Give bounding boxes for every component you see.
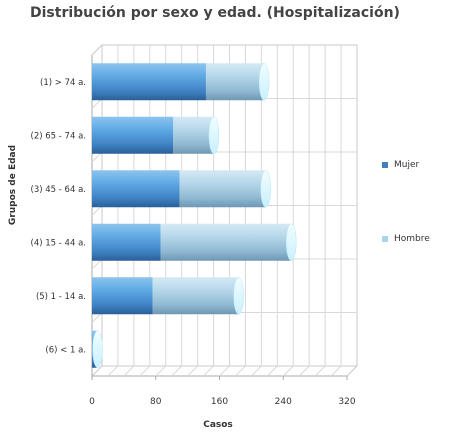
category-label: (2) 65 - 74 a. [31,131,86,141]
grid-line-v [171,365,183,377]
bar-hombre [173,116,214,154]
legend-swatch-hombre [382,236,388,242]
bar-mujer [92,63,206,101]
bar-end-cap [92,330,103,368]
wall-edge [91,365,103,377]
bar-end-cap [260,170,271,208]
wall-edge [91,44,103,56]
bar-end-cap [258,63,270,101]
grid-line-v [314,365,326,377]
x-tick-label: 320 [338,397,355,407]
legend-swatch-mujer [382,162,388,168]
grid-line-v [187,365,198,377]
grid-line-v [139,365,151,377]
bar-hombre [205,63,265,101]
bar-hombre [160,223,292,261]
category-label: (3) 45 - 64 a. [31,185,86,195]
legend-item-mujer: Mujer [382,160,419,170]
grid-line-v [251,365,262,377]
bar-hombre [179,170,266,208]
grid-line-v [219,365,230,377]
grid-line-v [235,365,246,377]
y-axis-label: Grupos de Edad [8,144,18,226]
grid-line-v [330,365,342,377]
category-label: (5) 1 - 14 a. [36,292,86,302]
bar-end-cap [208,116,220,154]
bar-mujer [92,170,180,208]
bar-mujer [92,223,161,261]
bar-end-cap [233,277,244,315]
bar-mujer [92,277,153,315]
wall-edge [346,365,358,377]
category-label: (6) < 1 a. [45,345,86,355]
legend-label-hombre: Hombre [394,234,430,244]
legend-item-hombre: Hombre [382,234,430,244]
x-tick-label: 160 [211,397,228,407]
x-tick-label: 240 [275,397,292,407]
bar-mujer [92,116,174,154]
x-tick-label: 0 [89,397,95,407]
grid-line-v [123,365,135,377]
legend-label-mujer: Mujer [394,160,420,170]
grid-line-v [107,365,119,377]
x-axis-label: Casos [203,420,233,430]
grid-line-v [282,365,294,377]
bar-hombre [152,277,239,315]
grid-line-v [203,365,214,377]
category-label: (1) > 74 a. [40,78,86,88]
grid-line-v [298,365,310,377]
chart-title: Distribución por sexo y edad. (Hospitali… [30,5,400,21]
grid-line-v [155,365,167,377]
bar-end-cap [285,223,297,261]
grid-line-v [266,365,278,377]
x-tick-label: 80 [150,397,162,407]
category-label: (4) 15 - 44 a. [31,238,86,248]
